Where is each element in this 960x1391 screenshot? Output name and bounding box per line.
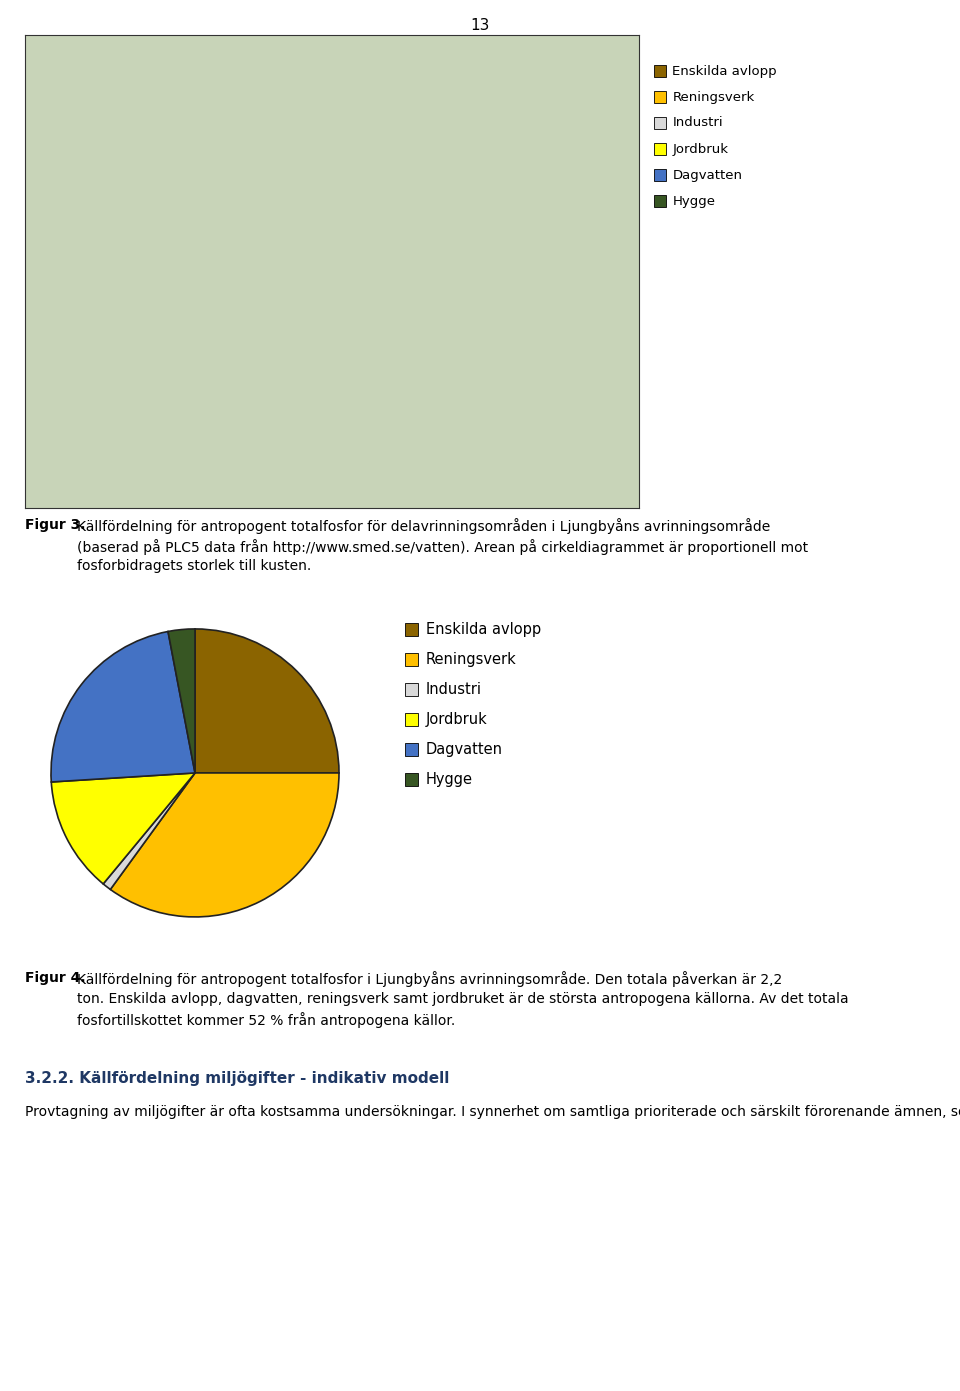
Text: Provtagning av miljögifter är ofta kostsamma undersökningar. I synnerhet om samt: Provtagning av miljögifter är ofta kosts… bbox=[25, 1103, 960, 1118]
Bar bbox=[405, 652, 418, 666]
Text: Figur 4.: Figur 4. bbox=[25, 971, 85, 985]
Text: Reningsverk: Reningsverk bbox=[426, 652, 516, 666]
Text: Reningsverk: Reningsverk bbox=[672, 90, 755, 103]
Text: 13: 13 bbox=[470, 18, 490, 33]
Text: Jordbruk: Jordbruk bbox=[426, 712, 488, 727]
Text: Jordbruk: Jordbruk bbox=[672, 142, 729, 156]
Text: Hygge: Hygge bbox=[426, 772, 473, 787]
Text: Källfördelning för antropogent totalfosfor för delavrinningsområden i Ljungbyåns: Källfördelning för antropogent totalfosf… bbox=[77, 517, 808, 573]
Wedge shape bbox=[51, 773, 195, 883]
Bar bbox=[655, 117, 666, 129]
Bar bbox=[655, 65, 666, 77]
Bar bbox=[405, 743, 418, 755]
Bar bbox=[405, 683, 418, 696]
Bar bbox=[405, 714, 418, 726]
Bar bbox=[655, 143, 666, 154]
Text: Dagvatten: Dagvatten bbox=[426, 741, 503, 757]
Text: Figur 3.: Figur 3. bbox=[25, 517, 85, 531]
Wedge shape bbox=[104, 773, 195, 889]
Bar bbox=[405, 623, 418, 636]
Text: Enskilda avlopp: Enskilda avlopp bbox=[426, 622, 541, 637]
Wedge shape bbox=[168, 629, 195, 773]
Bar bbox=[655, 90, 666, 103]
Text: Källfördelning för antropogent totalfosfor i Ljungbyåns avrinningsområde. Den to: Källfördelning för antropogent totalfosf… bbox=[77, 971, 849, 1028]
Text: Dagvatten: Dagvatten bbox=[672, 168, 742, 181]
Text: Industri: Industri bbox=[426, 682, 482, 697]
Bar bbox=[405, 773, 418, 786]
Bar bbox=[655, 168, 666, 181]
Text: 3.2.2. Källfördelning miljögifter - indikativ modell: 3.2.2. Källfördelning miljögifter - indi… bbox=[25, 1071, 449, 1086]
Wedge shape bbox=[110, 773, 339, 917]
Wedge shape bbox=[195, 629, 339, 773]
Text: Industri: Industri bbox=[672, 117, 723, 129]
Text: Hygge: Hygge bbox=[672, 195, 715, 207]
Text: Enskilda avlopp: Enskilda avlopp bbox=[672, 64, 777, 78]
Bar bbox=[655, 195, 666, 207]
Wedge shape bbox=[51, 632, 195, 782]
